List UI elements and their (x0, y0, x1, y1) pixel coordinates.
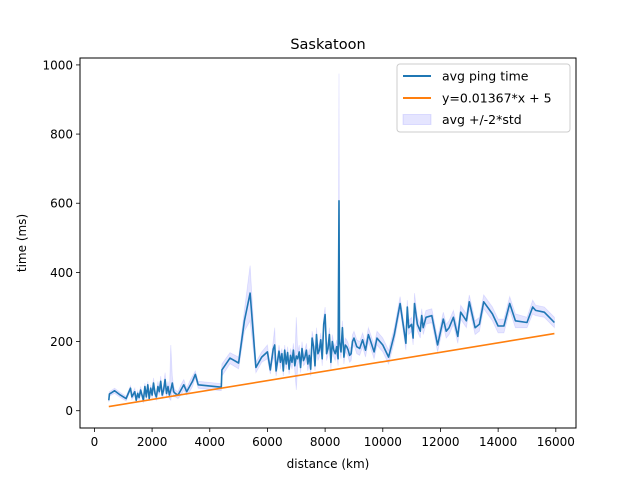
y-axis-label: time (ms) (15, 214, 29, 272)
y-tick-label: 1000 (42, 58, 73, 72)
x-tick-label: 4000 (194, 435, 225, 449)
y-tick-label: 600 (50, 197, 73, 211)
y-tick-label: 800 (50, 128, 73, 142)
y-tick-label: 200 (50, 335, 73, 349)
plot-frame (79, 57, 577, 429)
legend-swatch-band (402, 114, 432, 125)
legend-label-fit: y=0.01367*x + 5 (442, 91, 552, 106)
x-tick-label: 0 (91, 435, 99, 449)
x-tick-label: 2000 (137, 435, 168, 449)
legend-label-avg: avg ping time (442, 69, 529, 84)
x-axis-label: distance (km) (287, 457, 370, 471)
y-tick-label: 0 (65, 404, 73, 418)
x-tick-label: 8000 (310, 435, 341, 449)
x-tick-label: 10000 (364, 435, 402, 449)
x-tick-label: 6000 (252, 435, 283, 449)
legend-frame (396, 63, 571, 133)
legend: avg ping time y=0.01367*x + 5 avg +/-2*s… (396, 63, 571, 133)
x-tick-label: 14000 (479, 435, 517, 449)
avg-ping-line (108, 200, 555, 402)
fit-line (108, 332, 555, 408)
plot-area (79, 57, 577, 429)
legend-label-band: avg +/-2*std (442, 112, 522, 127)
x-tick-label: 16000 (537, 435, 575, 449)
x-axis: 0 2000 4000 6000 8000 10000 12000 14000 16000 (91, 428, 575, 449)
series-layer (108, 200, 555, 408)
y-tick-label: 400 (50, 266, 73, 280)
x-tick-label: 12000 (421, 435, 459, 449)
y-axis: 0 200 400 600 800 1000 (42, 58, 80, 418)
chart-title: Saskatoon (290, 37, 365, 53)
